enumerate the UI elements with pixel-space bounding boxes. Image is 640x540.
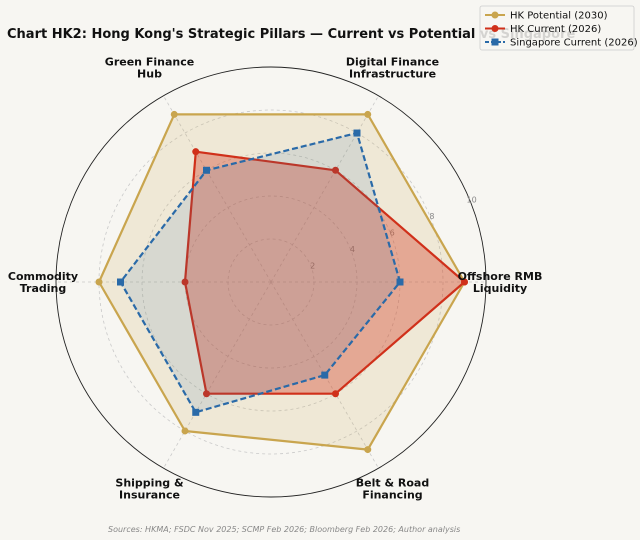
- series-group: [117, 129, 404, 416]
- legend: HK Potential (2030) HK Current (2026) Sing…: [479, 5, 638, 51]
- data-point: [332, 166, 339, 174]
- data-point: [364, 446, 372, 454]
- outer-ring: [55, 66, 487, 498]
- data-point: [192, 148, 200, 156]
- r-tick-label: 4: [350, 245, 355, 254]
- r-tick-label: 2: [310, 262, 315, 271]
- r-tick-label: 10: [467, 196, 477, 205]
- r-tick-label: 8: [429, 212, 434, 221]
- data-point: [203, 166, 210, 174]
- data-point: [461, 278, 468, 286]
- axis-label: Digital Finance Infrastructure: [346, 56, 439, 81]
- data-point: [321, 371, 329, 379]
- data-point: [353, 129, 361, 137]
- radar-series: [95, 110, 468, 454]
- axis-labels: Offshore RMB Liquidity Digital Finance Infr…: [8, 56, 542, 502]
- data-point: [332, 390, 339, 398]
- axis-label: Belt & Road Financing: [356, 476, 429, 501]
- series-area: [120, 133, 400, 413]
- legend-box: [479, 5, 635, 51]
- axis-label: Shipping & Insurance: [115, 476, 184, 501]
- legend-label: HK Current (2026): [510, 24, 601, 35]
- axis-label: Offshore RMB Liquidity: [458, 270, 543, 295]
- axis-label: Commodity Trading: [8, 270, 78, 295]
- data-point: [95, 278, 103, 286]
- data-point: [203, 390, 210, 398]
- legend-label: HK Potential (2030): [510, 11, 608, 22]
- data-point: [192, 408, 200, 416]
- legend-item: Singapore Current (2026): [485, 38, 638, 49]
- legend-item: HK Current (2026): [485, 24, 601, 35]
- data-point: [170, 110, 178, 118]
- legend-item: HK Potential (2030): [485, 11, 608, 22]
- series-area: [185, 151, 465, 394]
- axis-label: Green Finance Hub: [105, 56, 194, 81]
- r-tick-label: 6: [390, 229, 395, 238]
- series-area: [99, 114, 465, 450]
- series-group: [181, 148, 468, 398]
- data-point: [364, 110, 372, 118]
- data-point: [117, 278, 124, 286]
- source-note: Sources: HKMA; FSDC Nov 2025; SCMP Feb 2…: [108, 525, 460, 534]
- data-point: [181, 278, 189, 286]
- data-point: [181, 427, 189, 435]
- data-point: [396, 278, 404, 286]
- legend-label: Singapore Current (2026): [510, 38, 638, 49]
- chart-title: Chart HK2: Hong Kong's Strategic Pillars…: [7, 27, 575, 42]
